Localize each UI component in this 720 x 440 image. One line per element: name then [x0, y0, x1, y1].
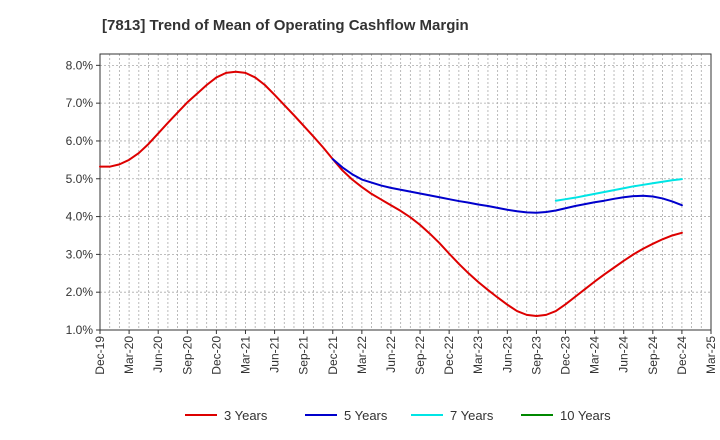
x-tick-label: Sep-21	[297, 336, 311, 375]
y-axis: 1.0% 2.0% 3.0% 4.0% 5.0% 6.0% 7.0% 8.0%	[66, 58, 100, 337]
x-tick-label: Dec-20	[209, 336, 223, 375]
x-tick-label: Sep-20	[180, 336, 194, 375]
x-tick-label: Jun-21	[268, 336, 282, 373]
x-tick-label: Dec-23	[559, 336, 573, 375]
y-tick-label: 2.0%	[66, 285, 94, 299]
legend: 3 Years 5 Years 7 Years 10 Years	[185, 408, 611, 423]
x-tick-label: Jun-23	[500, 336, 514, 373]
y-tick-label: 5.0%	[66, 172, 94, 186]
y-tick-label: 3.0%	[66, 247, 94, 261]
legend-label: 5 Years	[344, 408, 388, 423]
series-line-7-years	[554, 178, 683, 202]
x-tick-label: Sep-24	[646, 336, 660, 375]
x-tick-label: Mar-21	[238, 336, 252, 374]
y-tick-label: 6.0%	[66, 134, 94, 148]
x-tick-label: Mar-22	[355, 336, 369, 374]
x-tick-label: Mar-23	[471, 336, 485, 374]
x-tick-label: Mar-24	[588, 336, 602, 374]
y-tick-label: 1.0%	[66, 323, 94, 337]
y-tick-label: 7.0%	[66, 96, 94, 110]
chart-grid	[99, 54, 712, 331]
plot-area	[99, 53, 712, 331]
series-line-3-years	[99, 70, 683, 318]
x-tick-label: Mar-25	[704, 336, 718, 374]
x-tick-label: Jun-24	[617, 336, 631, 373]
legend-label: 10 Years	[560, 408, 611, 423]
chart-title: [7813] Trend of Mean of Operating Cashfl…	[102, 17, 469, 34]
series-lines	[99, 70, 683, 318]
x-tick-label: Dec-22	[442, 336, 456, 375]
x-tick-label: Dec-24	[675, 336, 689, 375]
legend-label: 7 Years	[450, 408, 494, 423]
series-line-5-years	[331, 158, 683, 214]
x-tick-label: Dec-21	[326, 336, 340, 375]
legend-label: 3 Years	[224, 408, 268, 423]
y-tick-label: 4.0%	[66, 210, 94, 224]
x-tick-label: Mar-20	[122, 336, 136, 374]
x-tick-label: Sep-22	[413, 336, 427, 375]
x-tick-label: Sep-23	[529, 336, 543, 375]
y-tick-label: 8.0%	[66, 58, 94, 72]
x-tick-label: Jun-22	[384, 336, 398, 373]
x-axis: Dec-19 Mar-20 Jun-20 Sep-20 Dec-20 Mar-21 Jun-…	[93, 330, 718, 375]
x-tick-label: Jun-20	[151, 336, 165, 373]
x-tick-label: Dec-19	[93, 336, 107, 375]
